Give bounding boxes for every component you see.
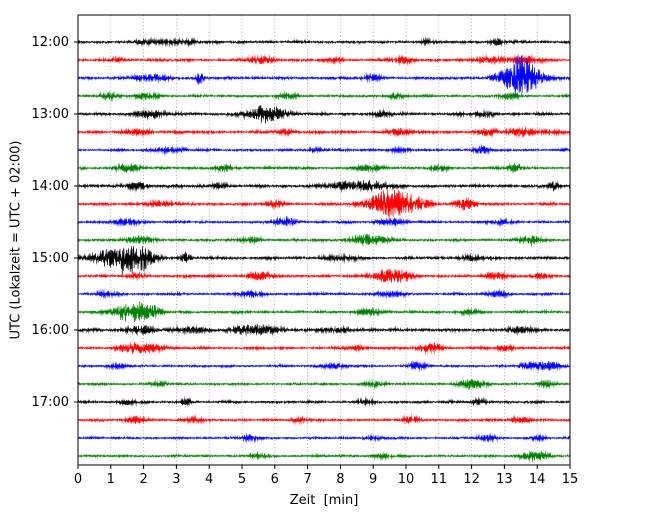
y-tick-label: 12:00 <box>31 35 69 50</box>
y-axis-label: UTC (Lokalzeit = UTC + 02:00) <box>8 140 24 340</box>
x-tick-label: 4 <box>205 472 214 487</box>
x-tick-label: 13 <box>496 472 513 487</box>
x-axis-label: Zeit [min] <box>289 493 359 508</box>
x-tick-label: 10 <box>397 472 415 487</box>
x-tick-label: 14 <box>528 472 546 487</box>
x-tick-label: 15 <box>561 472 579 487</box>
x-tick-label: 11 <box>430 472 448 487</box>
y-tick-label: 15:00 <box>31 251 69 266</box>
x-tick-label: 8 <box>336 472 345 487</box>
y-tick-label: 14:00 <box>31 179 69 194</box>
x-tick-label: 0 <box>73 472 83 487</box>
x-tick-label: 2 <box>139 472 148 487</box>
y-tick-label: 13:00 <box>31 107 69 122</box>
x-tick-label: 5 <box>237 472 247 487</box>
x-tick-label: 7 <box>303 472 312 487</box>
x-tick-label: 3 <box>172 472 181 487</box>
x-tick-label: 6 <box>270 472 279 487</box>
x-tick-label: 1 <box>106 472 115 487</box>
x-tick-label: 9 <box>369 472 378 487</box>
y-tick-label: 16:00 <box>31 323 69 338</box>
x-tick-label: 12 <box>463 472 480 487</box>
y-tick-label: 17:00 <box>31 395 69 410</box>
